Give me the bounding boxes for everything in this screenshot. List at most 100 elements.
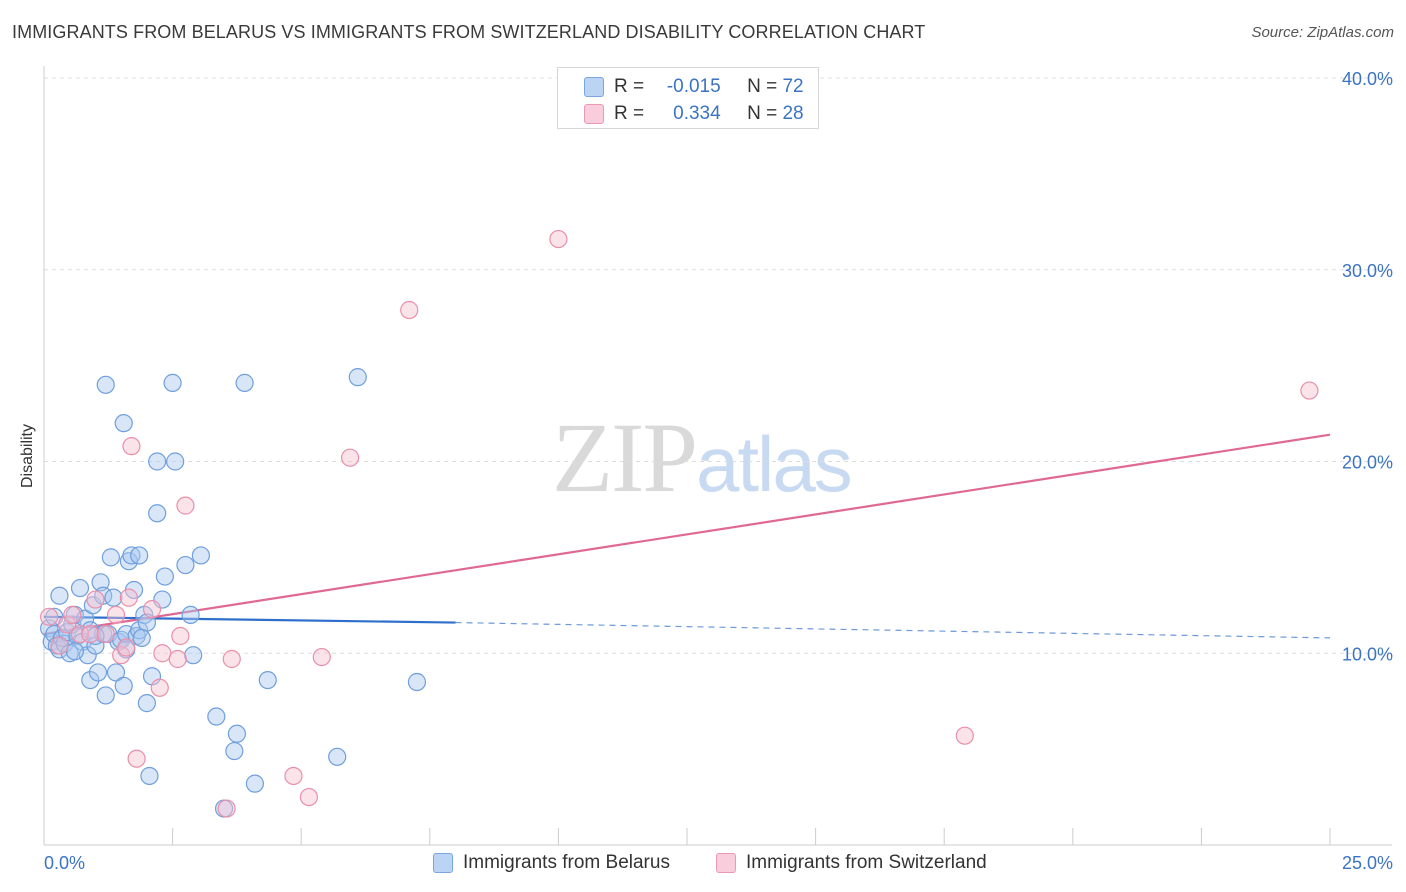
switzerland-point (299, 787, 319, 807)
tick-labels: 10.0% 20.0% 30.0% 40.0% 0.0% 25.0% (44, 69, 1393, 873)
belarus-point (70, 578, 90, 598)
switzerland-point (106, 605, 126, 625)
watermark-zip: ZIP (552, 402, 698, 513)
switzerland-point (81, 624, 100, 644)
legend-n-label: N = (747, 103, 778, 124)
belarus-point (258, 670, 277, 690)
switzerland-point (222, 649, 241, 669)
source-credit: Source: ZipAtlas.com (1251, 24, 1394, 41)
belarus-point (88, 663, 108, 682)
belarus-point (227, 724, 246, 743)
belarus-point (225, 741, 244, 761)
belarus-point (91, 573, 110, 592)
y-tick-label: 20.0% (1342, 453, 1393, 473)
belarus-point (137, 694, 156, 713)
belarus-point (181, 605, 200, 625)
belarus-point (148, 452, 167, 471)
switzerland-point (171, 626, 190, 646)
series-belarus-points (40, 368, 427, 818)
switzerland-legend-swatch (716, 853, 736, 873)
switzerland-point (86, 590, 105, 609)
bottom-legend-switzerland: Immigrants from Switzerland (716, 852, 987, 874)
belarus-point (130, 546, 149, 565)
belarus-point (132, 628, 151, 648)
switzerland-point (150, 678, 169, 697)
switzerland-point (955, 726, 974, 745)
switzerland-point (400, 300, 419, 320)
series-switzerland-points (40, 229, 1319, 818)
switzerland-legend-label: Immigrants from Switzerland (746, 852, 987, 873)
switzerland-point (549, 229, 568, 249)
switzerland-point (50, 636, 69, 655)
y-tick-label: 40.0% (1342, 69, 1393, 89)
belarus-point (122, 546, 141, 565)
belarus-point (407, 672, 427, 692)
switzerland-swatch (584, 104, 604, 124)
legend-r-label: R = (614, 103, 645, 124)
belarus-point (328, 747, 347, 766)
switzerland-point (340, 448, 360, 467)
switzerland-point (58, 615, 77, 634)
axes (43, 66, 1392, 846)
belarus-point (148, 504, 167, 523)
belarus-point (50, 640, 69, 659)
belarus-point (106, 663, 126, 682)
belarus-swatch (584, 77, 604, 97)
switzerland-trendline (43, 433, 1331, 636)
y-tick-label: 30.0% (1342, 261, 1393, 281)
belarus-point (81, 670, 100, 690)
belarus-point (176, 555, 195, 575)
correlation-legend: R = -0.015 N = 72 R = 0.334 N = 28 (557, 67, 819, 129)
switzerland-point (153, 644, 172, 663)
watermark: ZIPatlas (552, 400, 853, 515)
belarus-point (207, 707, 226, 726)
legend-row-switzerland: R = 0.334 N = 28 (584, 102, 804, 126)
switzerland-point (122, 437, 141, 456)
belarus-point (96, 375, 115, 394)
belarus-point (245, 774, 265, 793)
belarus-point (184, 646, 203, 665)
legend-n-label: N = (747, 76, 778, 97)
gridlines (44, 77, 1392, 654)
trend-lines (43, 433, 1331, 639)
switzerland-point (168, 649, 187, 669)
belarus-trendline (43, 615, 456, 624)
legend-row-belarus: R = -0.015 N = 72 (584, 75, 804, 99)
belarus-point (191, 546, 210, 565)
switzerland-point (312, 647, 331, 667)
belarus-point (166, 452, 185, 471)
legend-n-value: 28 (782, 103, 804, 124)
belarus-point (104, 588, 123, 607)
switzerland-point (40, 607, 59, 626)
y-tick-label: 10.0% (1342, 644, 1393, 664)
x-tick-label: 25.0% (1342, 853, 1393, 873)
watermark-atlas: atlas (696, 420, 853, 508)
belarus-point (50, 586, 69, 605)
switzerland-point (142, 600, 162, 619)
belarus-point (65, 642, 84, 661)
legend-r-value: 0.334 (673, 103, 721, 124)
switzerland-point (127, 749, 146, 768)
switzerland-point (176, 496, 195, 515)
belarus-point (155, 567, 174, 586)
switzerland-point (217, 799, 236, 818)
belarus-point (348, 368, 367, 387)
x-tick-label: 0.0% (44, 853, 85, 873)
legend-r-value: -0.015 (666, 76, 721, 97)
switzerland-point (119, 588, 138, 607)
belarus-point (235, 373, 254, 392)
belarus-point (137, 613, 156, 632)
belarus-legend-swatch (433, 853, 453, 873)
switzerland-point (1300, 381, 1319, 400)
belarus-point (140, 766, 159, 786)
switzerland-point (63, 605, 82, 625)
legend-n-value: 72 (782, 76, 804, 97)
belarus-point (101, 548, 120, 567)
belarus-point (114, 676, 133, 695)
bottom-legend-belarus: Immigrants from Belarus (433, 852, 670, 874)
chart-title: IMMIGRANTS FROM BELARUS VS IMMIGRANTS FR… (12, 22, 926, 42)
belarus-trendline-extension (455, 621, 1331, 639)
belarus-legend-label: Immigrants from Belarus (463, 852, 670, 873)
switzerland-point (284, 766, 303, 786)
